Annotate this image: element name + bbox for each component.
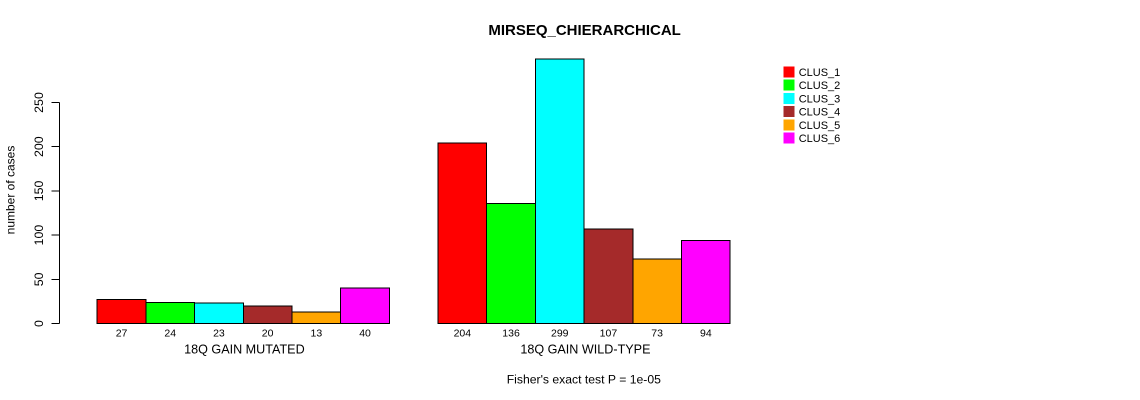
svg-text:73: 73 [651,328,663,340]
svg-text:24: 24 [164,328,176,340]
svg-text:CLUS_2: CLUS_2 [799,80,841,92]
svg-text:204: 204 [454,328,472,340]
svg-text:MIRSEQ_CHIERARCHICAL: MIRSEQ_CHIERARCHICAL [488,22,681,39]
svg-text:150: 150 [32,180,46,201]
svg-text:200: 200 [32,136,46,157]
svg-text:23: 23 [213,328,225,340]
svg-text:18Q GAIN MUTATED: 18Q GAIN MUTATED [184,342,305,356]
svg-text:0: 0 [32,320,46,327]
svg-text:CLUS_3: CLUS_3 [799,93,841,105]
svg-text:50: 50 [32,272,46,286]
svg-text:number of cases: number of cases [4,146,18,235]
svg-text:107: 107 [600,328,618,340]
svg-text:CLUS_1: CLUS_1 [799,67,841,79]
svg-text:CLUS_4: CLUS_4 [799,107,841,119]
svg-text:18Q GAIN WILD-TYPE: 18Q GAIN WILD-TYPE [520,342,650,356]
svg-text:40: 40 [359,328,371,340]
svg-text:Fisher's exact test P = 1e-05: Fisher's exact test P = 1e-05 [507,372,661,386]
svg-text:20: 20 [262,328,274,340]
svg-text:27: 27 [116,328,128,340]
svg-text:13: 13 [311,328,323,340]
svg-text:136: 136 [502,328,520,340]
svg-text:CLUS_6: CLUS_6 [799,133,841,145]
svg-text:250: 250 [32,92,46,113]
svg-text:94: 94 [700,328,712,340]
svg-text:299: 299 [551,328,569,340]
svg-text:100: 100 [32,225,46,246]
svg-text:CLUS_5: CLUS_5 [799,120,841,132]
